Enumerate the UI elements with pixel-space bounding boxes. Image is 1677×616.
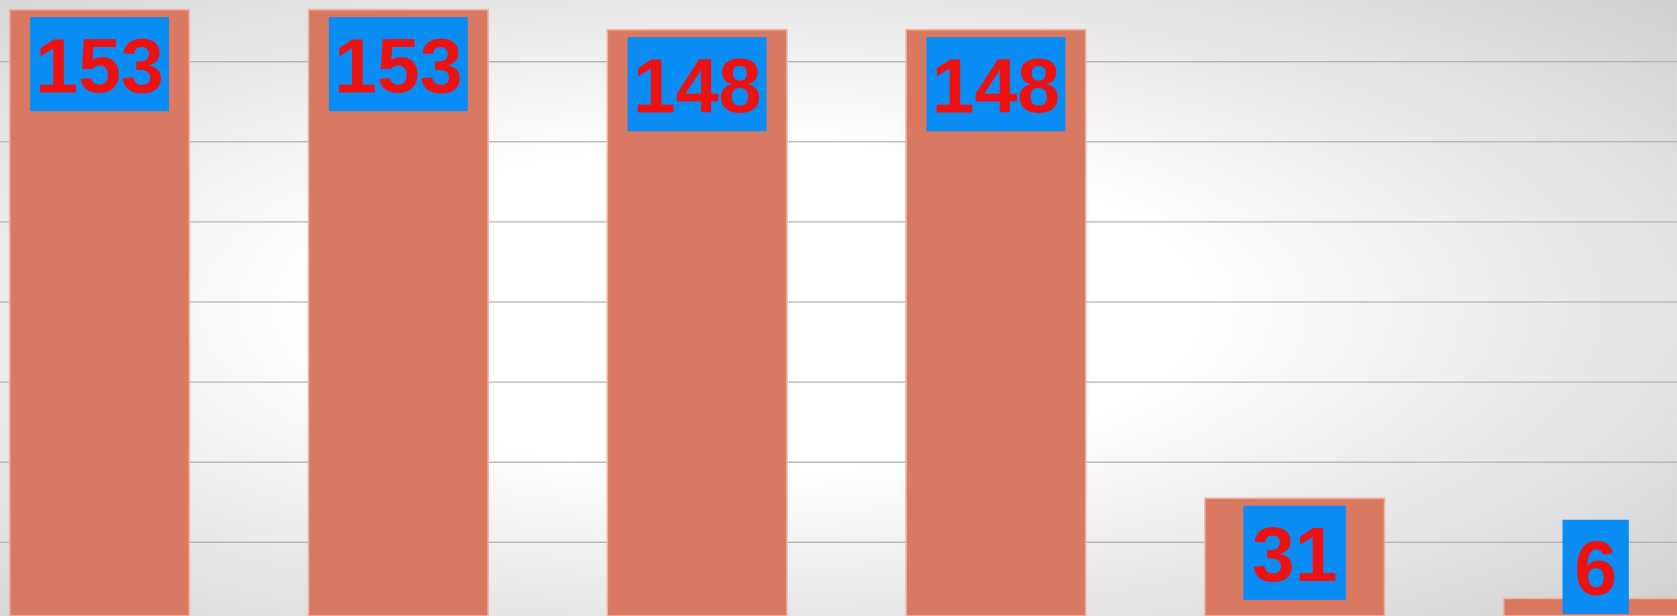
value-label-box bbox=[1243, 505, 1347, 600]
value-label-box bbox=[30, 17, 170, 112]
value-label-box bbox=[1562, 519, 1629, 614]
value-label: 31 bbox=[1252, 512, 1338, 598]
value-label: 148 bbox=[932, 43, 1060, 129]
value-label-box bbox=[328, 17, 468, 112]
value-label: 153 bbox=[334, 23, 462, 109]
value-label-box bbox=[926, 37, 1066, 132]
value-label-box bbox=[627, 37, 767, 132]
value-label: 153 bbox=[35, 23, 163, 109]
value-label: 148 bbox=[633, 43, 761, 129]
value-label: 6 bbox=[1574, 526, 1617, 612]
